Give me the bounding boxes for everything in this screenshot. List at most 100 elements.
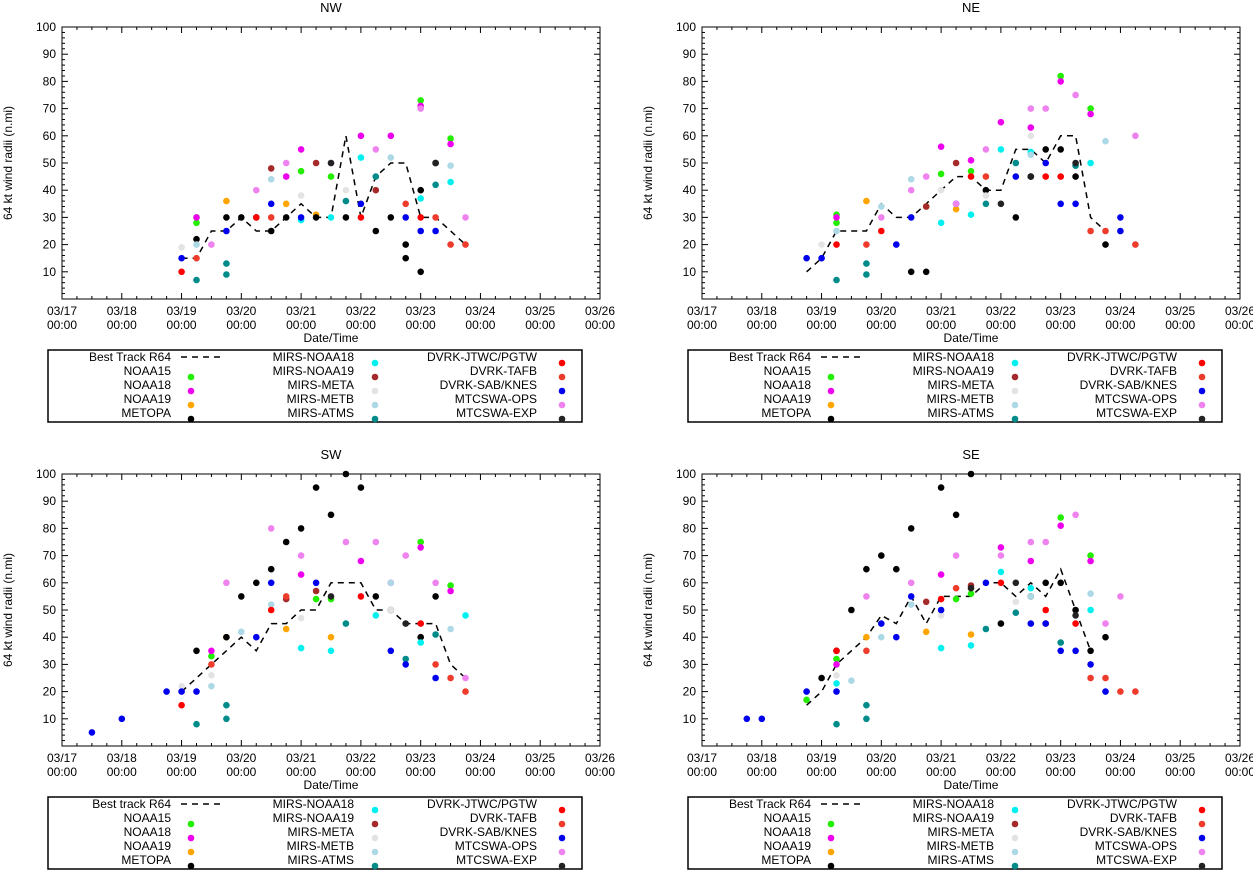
data-point bbox=[863, 565, 870, 573]
data-point bbox=[297, 644, 305, 652]
data-point bbox=[297, 552, 305, 559]
data-point bbox=[282, 593, 290, 600]
legend-label: NOAA18 bbox=[124, 825, 172, 839]
data-point bbox=[432, 674, 439, 682]
data-point bbox=[997, 118, 1005, 126]
legend-dot-symbol bbox=[558, 834, 566, 842]
panel-nw: NW 10 20 30 40 50 60 70 80 90 100 03/17 00:00 03/18 00… bbox=[1, 0, 615, 423]
data-point bbox=[402, 200, 410, 208]
data-point bbox=[907, 268, 915, 276]
data-point bbox=[267, 200, 275, 208]
x-tick-label: 03/25 00:00 bbox=[1165, 304, 1195, 332]
data-point bbox=[907, 579, 915, 587]
x-axis-label: Date/Time bbox=[304, 778, 359, 792]
data-point bbox=[893, 633, 900, 641]
panel-ne: NE 10 20 30 40 50 60 70 80 90 100 03/17 00:00 03/18 00… bbox=[641, 0, 1253, 423]
legend-dot-symbol bbox=[1198, 820, 1206, 828]
legend-dot-symbol bbox=[558, 806, 566, 814]
data-point bbox=[997, 146, 1005, 153]
series-mirs-meta bbox=[178, 606, 395, 690]
data-point bbox=[342, 214, 350, 221]
x-axis-label: Date/Time bbox=[944, 331, 999, 345]
legend-label: MIRS-NOAA18 bbox=[913, 797, 995, 811]
data-point bbox=[1117, 688, 1124, 695]
data-point bbox=[848, 677, 855, 684]
x-tick-label: 03/24 00:00 bbox=[1105, 751, 1135, 779]
y-axis-label: 64 kt wind radii (n.mi) bbox=[1, 553, 15, 667]
data-point bbox=[967, 157, 975, 164]
x-tick-label: 03/18 00:00 bbox=[107, 751, 137, 779]
x-tick-label: 03/26 00:00 bbox=[1225, 751, 1253, 779]
data-point bbox=[178, 254, 185, 262]
data-point bbox=[937, 484, 945, 491]
x-axis-label: Date/Time bbox=[944, 778, 999, 792]
legend-label: NOAA15 bbox=[764, 811, 812, 825]
legend-dot-symbol bbox=[1011, 401, 1019, 409]
data-point bbox=[402, 552, 410, 559]
data-point bbox=[848, 606, 855, 614]
x-tick-label: 03/22 00:00 bbox=[986, 304, 1016, 332]
legend-label: NOAA18 bbox=[764, 378, 812, 392]
legend-dot-symbol bbox=[1198, 834, 1206, 842]
data-point bbox=[1087, 674, 1094, 682]
data-point bbox=[342, 470, 350, 478]
data-point bbox=[417, 268, 425, 276]
data-point bbox=[1072, 612, 1079, 619]
data-point bbox=[1027, 132, 1035, 140]
panel-sw: SW 10 20 30 40 50 60 70 80 90 100 03/17 00:00 03/18 00… bbox=[1, 447, 615, 870]
legend-label: METOPA bbox=[121, 406, 171, 420]
data-point bbox=[417, 544, 425, 551]
y-tick-label: 70 bbox=[683, 549, 697, 563]
data-point bbox=[447, 674, 454, 682]
data-point bbox=[967, 584, 975, 592]
y-axis-label: 64 kt wind radii (n.mi) bbox=[641, 553, 655, 667]
series-noaa18 bbox=[193, 102, 454, 221]
data-point bbox=[372, 612, 380, 619]
legend-dot-symbol bbox=[187, 834, 195, 842]
series-noaa18 bbox=[833, 522, 1094, 668]
data-point bbox=[193, 688, 200, 695]
legend-label: MTCSWA-EXP bbox=[1096, 406, 1177, 420]
legend-label: NOAA15 bbox=[124, 364, 172, 378]
data-point bbox=[462, 674, 469, 682]
data-point bbox=[1072, 606, 1079, 614]
data-point bbox=[402, 661, 410, 668]
chart-title: NE bbox=[962, 0, 980, 15]
data-point bbox=[312, 214, 320, 221]
data-point bbox=[193, 647, 200, 655]
legend-label: MIRS-METB bbox=[287, 839, 354, 853]
data-point bbox=[907, 601, 915, 608]
data-point bbox=[1057, 639, 1064, 646]
data-point bbox=[402, 655, 410, 663]
data-point bbox=[863, 701, 870, 709]
legend-dot-symbol bbox=[558, 387, 566, 395]
data-point bbox=[1087, 105, 1094, 112]
data-point bbox=[893, 565, 900, 573]
legend-label: DVRK-JTWC/PGTW bbox=[1067, 797, 1178, 811]
data-point bbox=[372, 538, 380, 546]
data-point bbox=[952, 511, 960, 519]
series-mirs-meta bbox=[818, 132, 1035, 248]
x-tick-label: 03/17 00:00 bbox=[687, 751, 717, 779]
data-point bbox=[937, 219, 945, 227]
x-tick-label: 03/19 00:00 bbox=[807, 304, 837, 332]
data-point bbox=[893, 241, 900, 248]
x-tick-label: 03/23 00:00 bbox=[406, 751, 436, 779]
legend-label: DVRK-JTWC/PGTW bbox=[427, 350, 538, 364]
data-point bbox=[952, 595, 960, 603]
legend-label: MIRS-NOAA19 bbox=[913, 811, 995, 825]
x-tick-label: 03/23 00:00 bbox=[406, 304, 436, 332]
data-point bbox=[223, 214, 230, 221]
data-point bbox=[297, 525, 305, 532]
data-point bbox=[297, 167, 305, 175]
series-mirs-atms bbox=[193, 173, 439, 284]
data-point bbox=[342, 197, 350, 205]
data-point bbox=[1042, 538, 1049, 546]
data-point bbox=[952, 552, 960, 559]
data-point bbox=[387, 154, 395, 161]
data-point bbox=[417, 633, 425, 641]
x-tick-label: 03/20 00:00 bbox=[866, 304, 896, 332]
data-point bbox=[967, 631, 975, 638]
y-tick-label: 50 bbox=[683, 156, 697, 170]
series-noaa15 bbox=[208, 538, 454, 660]
